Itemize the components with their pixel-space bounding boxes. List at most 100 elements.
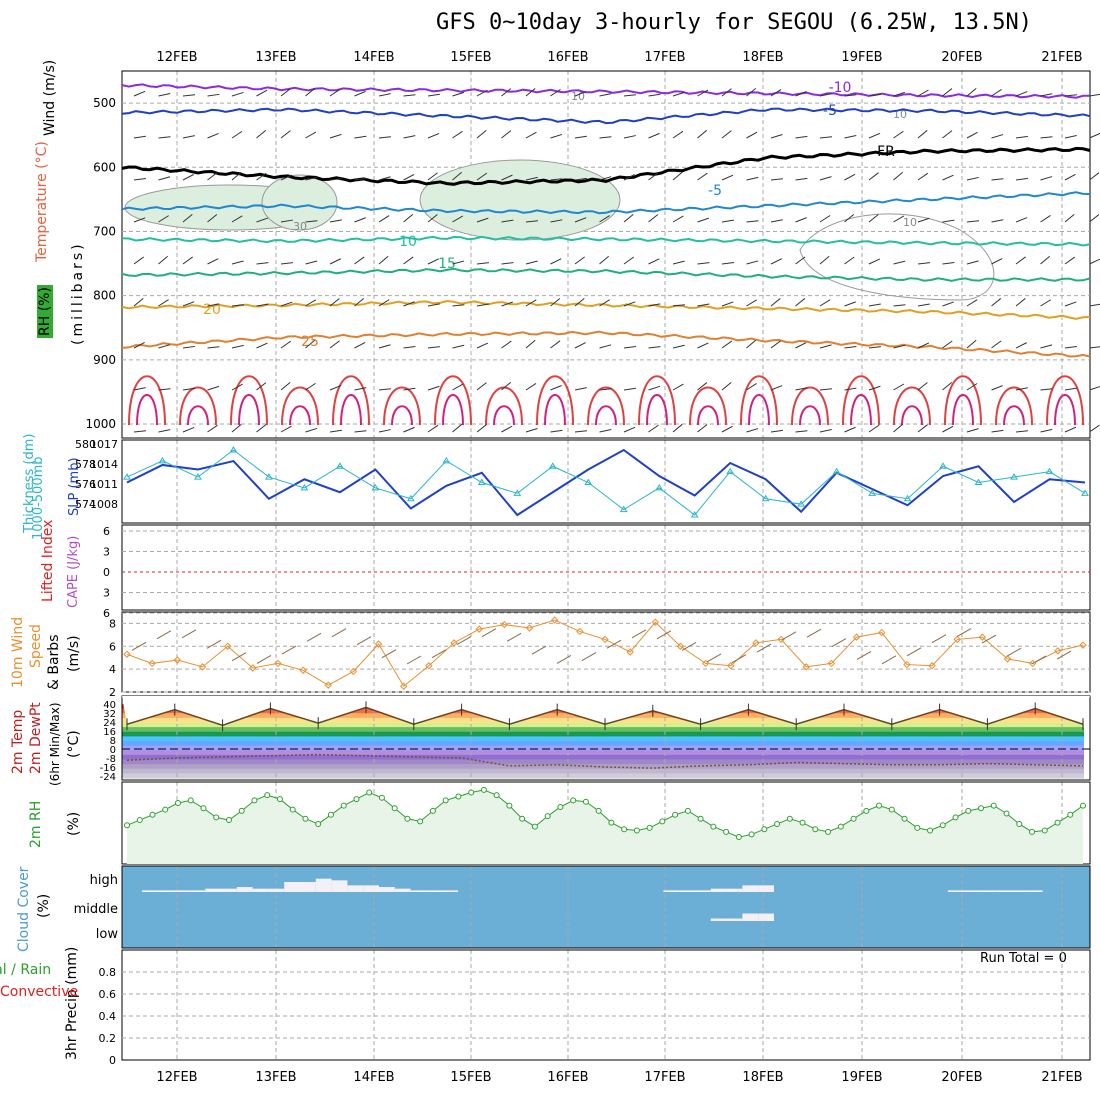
- rh2m-marker: [213, 814, 220, 821]
- thickness-marker: [832, 467, 841, 475]
- wind-barb: [623, 135, 636, 139]
- wind10-marker: [601, 635, 609, 644]
- warm-contour: [1003, 405, 1025, 426]
- wind-barb: [844, 135, 857, 139]
- surface-wind-barb: [956, 628, 972, 638]
- thickness-marker: [477, 478, 486, 485]
- wind10-marker: [450, 639, 458, 647]
- warm-contour: [544, 394, 566, 426]
- wind-barb: [378, 215, 390, 223]
- wind-barb: [378, 344, 391, 349]
- wind10-marker: [475, 625, 483, 633]
- wind-barb: [623, 387, 636, 391]
- rh2m-marker: [1041, 827, 1048, 834]
- wind-barb: [966, 383, 978, 391]
- wind-barb: [476, 303, 489, 307]
- wind-barb: [770, 385, 783, 391]
- wind-barb: [550, 258, 562, 265]
- wind-barb: [574, 217, 587, 223]
- wind-barb: [672, 344, 685, 349]
- wind-barb: [697, 262, 710, 265]
- surface-wind-barb: [931, 634, 947, 644]
- precip-panel-frame: [121, 949, 1091, 1061]
- wind10-marker: [903, 660, 911, 669]
- wind-barb: [305, 299, 317, 307]
- rh2m-marker: [1080, 802, 1086, 809]
- surface-wind-barb: [656, 630, 672, 640]
- wind10-marker: [400, 682, 408, 690]
- thickness-slp-tick: 1014: [90, 458, 118, 471]
- wind-barb: [378, 176, 391, 181]
- wind-barb: [1040, 344, 1053, 349]
- lifted-index-tick: 6: [103, 607, 110, 620]
- precip-tick: 0: [109, 1054, 116, 1067]
- temperature-band: [122, 759, 1084, 765]
- cloud-tick: high: [90, 873, 118, 888]
- wind-barb: [648, 303, 661, 307]
- warm-contour: [893, 386, 931, 426]
- wind-barb: [697, 129, 708, 139]
- warm-contour: [944, 375, 982, 426]
- date-label-bottom: 15FEB: [450, 1070, 491, 1085]
- pressure-tick: 500: [93, 96, 116, 110]
- wind-barb: [942, 262, 955, 265]
- rh2m-marker: [710, 823, 717, 830]
- wind-barb: [844, 346, 857, 349]
- wind-barb: [672, 91, 685, 97]
- wind-barb: [452, 304, 465, 307]
- wind-barb: [403, 426, 415, 433]
- warm-contour: [128, 375, 166, 426]
- warm-contour: [697, 405, 719, 426]
- wind-barb: [525, 131, 537, 139]
- wind-barb: [133, 177, 146, 181]
- wind-barb: [280, 219, 293, 223]
- wind-barb: [623, 426, 636, 433]
- wind-barb: [378, 388, 391, 391]
- page-title: GFS 0~10day 3-hourly for SEGOU (6.25W, 1…: [436, 10, 1033, 35]
- rh-contour: [799, 213, 995, 301]
- warm-contour: [434, 375, 472, 426]
- thickness-slp-tick: 576: [75, 478, 96, 491]
- wind-barb: [917, 424, 928, 433]
- wind-barb: [648, 258, 660, 265]
- wind-barb: [819, 93, 832, 97]
- cloud-background: [122, 866, 1090, 948]
- surface-wind-barb: [906, 647, 922, 657]
- cloud-high-bar: [726, 888, 743, 892]
- wind-barb: [574, 430, 587, 433]
- temperature-contour: [121, 235, 1091, 247]
- rh2m-marker: [238, 807, 245, 814]
- wind-barb: [354, 135, 367, 139]
- wind-barb: [305, 87, 316, 97]
- wind-barb: [354, 387, 367, 391]
- wind-barb: [893, 91, 906, 97]
- thickness-marker: [619, 505, 628, 513]
- rh2m-marker: [825, 828, 832, 835]
- wind-barb: [599, 429, 612, 433]
- wind-barb: [844, 387, 857, 391]
- temperature-contour: [121, 191, 1091, 215]
- rh2m-marker: [1016, 820, 1023, 827]
- wind-barb: [305, 339, 316, 349]
- wind-barb: [1089, 132, 1100, 139]
- rh2m-marker: [315, 820, 322, 827]
- wind-barb: [819, 344, 832, 349]
- wind-barb: [1040, 215, 1051, 223]
- thickness-marker: [265, 473, 273, 480]
- rh2m-marker: [646, 824, 653, 831]
- wind-barb: [207, 258, 219, 265]
- wind-barb: [893, 260, 906, 265]
- temperature-contour: [121, 146, 1091, 186]
- wind10-marker: [802, 663, 810, 671]
- wind-barb: [721, 425, 733, 433]
- wind-barb: [354, 90, 366, 97]
- wind-barb: [648, 172, 659, 181]
- pressure-tick: 900: [93, 353, 116, 367]
- temperature-band: [122, 741, 1084, 747]
- warm-contour: [179, 386, 217, 426]
- wind-barb: [452, 215, 464, 223]
- thickness-slp-tick: 580: [75, 438, 96, 451]
- temp2m-tick: -16: [100, 763, 116, 774]
- wind10-marker: [827, 659, 836, 668]
- surface-wind-barb: [131, 641, 147, 651]
